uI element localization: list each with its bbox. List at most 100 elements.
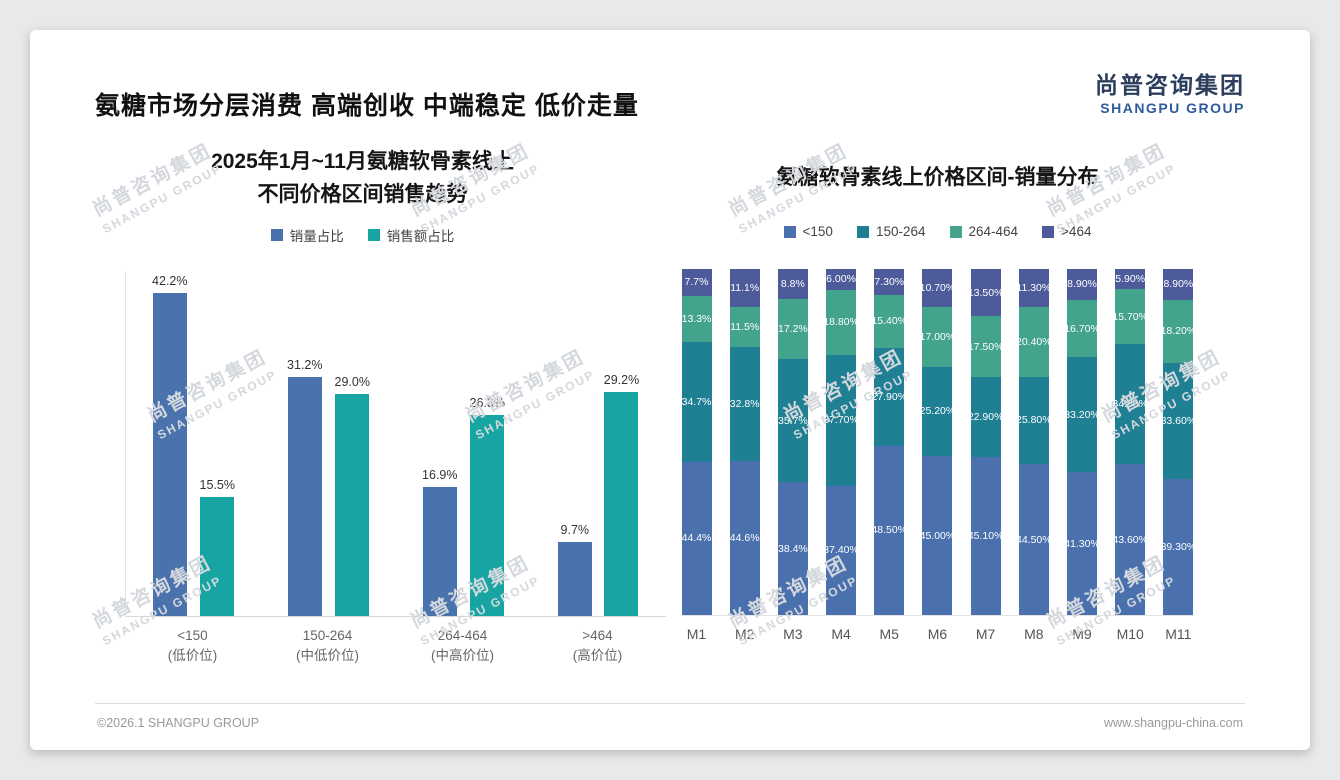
grouped-bar-chart: 2025年1月~11月氨糖软骨素线上 不同价格区间销售趋势 销量占比 销售额占比 … — [95, 146, 666, 703]
bar — [335, 393, 370, 617]
stack-segment: 7.30% — [874, 269, 905, 295]
stack-segment: 17.50% — [968, 316, 1003, 378]
right-chart-title: 氨糖软骨素线上价格区间-销量分布 — [776, 165, 1099, 189]
legend-swatch — [783, 225, 796, 238]
bar-value-label: 9.7% — [560, 522, 590, 537]
category-label-line: (中低价位) — [296, 648, 359, 664]
segment-value-label: 17.00% — [919, 330, 956, 343]
stack-segment: 20.40% — [1016, 307, 1052, 377]
copyright: ©2026.1 SHANGPU GROUP — [97, 716, 260, 730]
month-label: M7 — [975, 626, 996, 642]
bar-value-label: 42.2% — [152, 273, 188, 288]
category-label-line: (低价位) — [167, 648, 218, 664]
brand-logo: 尚普咨询集团 SHANGPU GROUP — [1095, 72, 1245, 116]
category-label: >464 (高价位) — [530, 626, 665, 667]
bar-value-label: 29.0% — [334, 374, 370, 389]
segment-value-label: 33.60% — [1160, 414, 1197, 427]
stack-segment: 13.50% — [968, 269, 1003, 317]
segment-value-label: 44.50% — [1016, 533, 1052, 546]
segment-value-label: 7.30% — [874, 275, 905, 288]
stack-segment: 13.3% — [681, 295, 712, 342]
bar-group: 16.9% 26.3% — [396, 271, 531, 617]
segment-value-label: 45.10% — [967, 530, 1004, 543]
stack-segment: 32.8% — [729, 347, 760, 461]
stack-segment: 22.90% — [967, 377, 1004, 458]
right-chart-plot: 7.7% 13.3% 34.7% 44.4% 11.1% 11.5% 32.8% 44.6% 8… — [681, 268, 1197, 616]
right-chart-categories: M1 M2 M3 M4 M5 M6 M7 M8 M9 M10 M11 — [682, 626, 1194, 642]
stacked-column: 6.00% 18.80% 37.70% 37.40% — [823, 269, 859, 615]
category-label: 264-464 (中高价位) — [395, 626, 530, 667]
legend-swatch — [1042, 225, 1055, 238]
stack-segment: 17.2% — [777, 299, 808, 359]
stack-segment: 27.90% — [871, 348, 908, 446]
bar — [604, 392, 639, 617]
stack-segment: 45.00% — [920, 456, 955, 615]
category-label-line: (中高价位) — [431, 648, 494, 664]
stack-segment: 41.30% — [1064, 472, 1100, 615]
legend-item: 销量占比 — [270, 225, 344, 245]
legend-label: <150 — [802, 224, 833, 239]
segment-value-label: 25.20% — [919, 405, 956, 418]
segment-value-label: 8.90% — [1163, 278, 1194, 291]
segment-value-label: 45.00% — [919, 529, 956, 542]
bar-with-label: 9.7% — [557, 522, 592, 617]
segment-value-label: 17.2% — [777, 323, 808, 336]
bar-with-label: 16.9% — [422, 468, 458, 617]
legend-swatch — [856, 225, 869, 238]
left-chart-plot: 42.2% 15.5% 31.2% 29.0% 16.9% 26.3% 9.7% 29.2% — [125, 271, 666, 618]
segment-value-label: 27.90% — [871, 391, 908, 403]
stack-segment: 34.80% — [1112, 343, 1148, 465]
stack-segment: 44.4% — [681, 461, 712, 615]
bar-value-label: 26.3% — [469, 395, 505, 410]
segment-value-label: 37.40% — [823, 544, 859, 557]
stacked-column: 10.70% 17.00% 25.20% 45.00% — [920, 269, 955, 615]
month-label: M9 — [1072, 626, 1092, 642]
legend-item: 150-264 — [856, 224, 926, 239]
left-chart-title: 2025年1月~11月氨糖软骨素线上 不同价格区间销售趋势 — [95, 146, 630, 211]
segment-value-label: 44.6% — [729, 531, 760, 544]
left-chart-legend: 销量占比 销售额占比 — [95, 225, 630, 245]
stack-segment: 45.10% — [967, 457, 1004, 615]
stack-segment: 15.70% — [1112, 289, 1148, 344]
bar — [557, 541, 592, 617]
legend-item: 264-464 — [949, 224, 1019, 239]
stack-segment: 35.7% — [777, 358, 808, 483]
segment-value-label: 15.40% — [871, 315, 908, 328]
stack-segment: 25.80% — [1016, 376, 1052, 464]
bar-group: 9.7% 29.2% — [531, 271, 666, 617]
brand-name-cn: 尚普咨询集团 — [1095, 72, 1245, 98]
stacked-column: 8.8% 17.2% 35.7% 38.4% — [777, 269, 808, 615]
right-chart-legend: <150 150-264 264-464 >464 — [630, 224, 1245, 239]
segment-value-label: 37.70% — [823, 414, 859, 427]
segment-value-label: 22.90% — [967, 411, 1004, 424]
month-label: M5 — [879, 626, 899, 642]
segment-value-label: 35.7% — [777, 414, 808, 427]
left-chart-title-line1: 2025年1月~11月氨糖软骨素线上 — [211, 150, 514, 173]
stack-segment: 17.00% — [920, 306, 955, 367]
stack-segment: 7.7% — [681, 269, 712, 296]
legend-label: 150-264 — [875, 224, 926, 239]
stacked-column: 7.30% 15.40% 27.90% 48.50% — [871, 269, 908, 615]
category-label-line: (高价位) — [572, 648, 623, 664]
stacked-column: 13.50% 17.50% 22.90% 45.10% — [967, 269, 1004, 615]
segment-value-label: 34.80% — [1112, 397, 1148, 410]
page-title: 氨糖市场分层消费 高端创收 中端稳定 低价走量 — [95, 92, 639, 120]
stack-segment: 44.6% — [729, 460, 760, 615]
segment-value-label: 44.4% — [681, 532, 712, 545]
stack-segment: 38.4% — [777, 482, 808, 615]
segment-value-label: 11.30% — [1016, 282, 1052, 295]
bar-value-label: 15.5% — [199, 478, 235, 493]
stacked-column: 11.30% 20.40% 25.80% 44.50% — [1016, 269, 1052, 615]
stack-segment: 8.90% — [1163, 268, 1194, 300]
segment-value-label: 5.90% — [1115, 273, 1146, 286]
stack-segment: 18.80% — [823, 289, 859, 355]
legend-label: 销量占比 — [289, 229, 344, 245]
segment-value-label: 34.7% — [681, 395, 712, 408]
website: www.shangpu-china.com — [1104, 716, 1243, 730]
category-label-line: <150 — [177, 628, 208, 644]
bar-with-label: 31.2% — [287, 358, 323, 617]
segment-value-label: 7.7% — [684, 276, 709, 289]
month-label: M2 — [734, 626, 755, 642]
legend-label: 264-464 — [968, 224, 1019, 239]
stacked-column: 5.90% 15.70% 34.80% 43.60% — [1112, 269, 1148, 615]
